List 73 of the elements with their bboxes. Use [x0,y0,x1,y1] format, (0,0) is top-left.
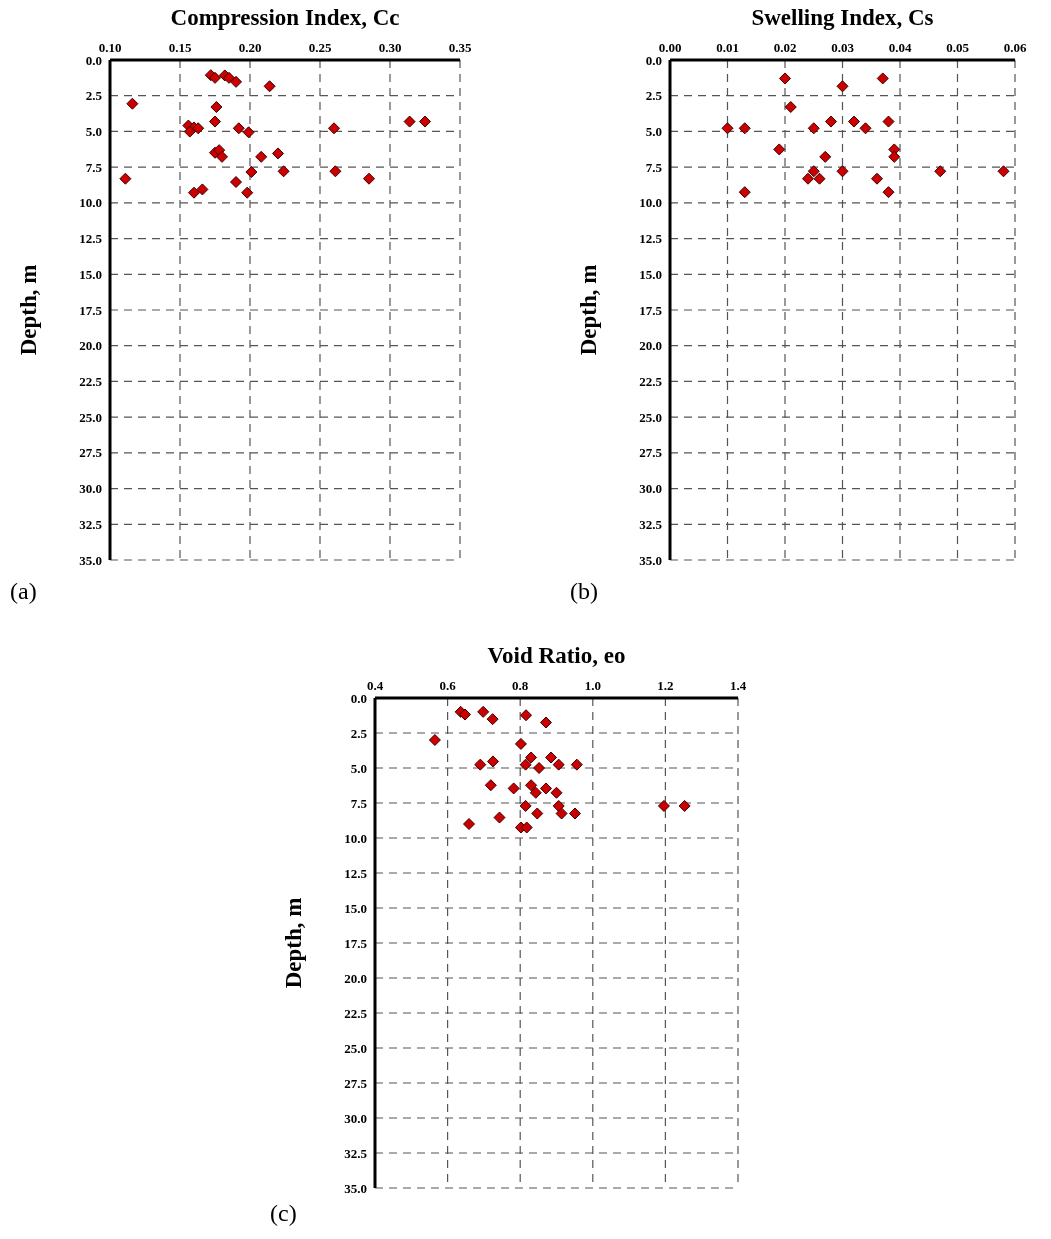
y-tick-label: 15.0 [639,266,662,282]
x-tick-label: 1.2 [657,678,674,693]
y-tick-label: 10.0 [639,195,662,211]
y-tick-label: 35.0 [344,1180,367,1196]
y-tick-label: 12.5 [344,865,368,881]
x-tick-label: 0.8 [512,678,529,693]
y-tick-label: 5.0 [645,124,662,140]
y-tick-label: 7.5 [350,795,368,811]
y-tick-label: 25.0 [344,1040,367,1056]
y-tick-label: 12.5 [79,231,103,247]
y-tick-label: 0.0 [85,52,102,68]
y-axis-title: Depth, m [576,264,602,356]
y-tick-label: 7.5 [645,159,663,175]
text: (a) [10,578,37,605]
y-tick-label: 22.5 [639,374,663,390]
text: (c) [270,1200,297,1227]
x-tick-label: 0.01 [716,40,739,55]
y-tick-label: 35.0 [639,552,662,568]
x-tick-label: 0.10 [98,40,122,55]
chart-title: Compression Index, Cc [169,5,401,31]
y-tick-label: 25.0 [79,409,102,425]
x-tick-label: 0.00 [658,40,682,55]
y-tick-label: 25.0 [639,409,662,425]
y-tick-label: 32.5 [79,516,103,532]
x-tick-label: 0.25 [308,40,332,55]
text: (b) [570,578,598,605]
y-tick-label: 10.0 [79,195,102,211]
y-tick-label: 30.0 [639,481,662,497]
x-tick-label: 0.04 [888,40,912,55]
chart-title: Void Ratio, eo [486,643,627,669]
y-tick-label: 32.5 [639,516,663,532]
y-tick-label: 17.5 [79,302,103,318]
y-tick-label: 0.0 [645,52,662,68]
x-tick-label: 0.35 [448,40,472,55]
y-tick-label: 35.0 [79,552,102,568]
y-tick-label: 17.5 [344,935,368,951]
y-tick-label: 27.5 [79,445,103,461]
y-tick-label: 22.5 [344,1005,368,1021]
y-tick-label: 0.0 [350,690,367,706]
chart-title: Swelling Index, Cs [750,5,935,31]
y-tick-label: 5.0 [350,760,367,776]
x-tick-label: 0.20 [238,40,262,55]
y-tick-label: 32.5 [344,1145,368,1161]
y-tick-label: 27.5 [639,445,663,461]
y-axis-title: Depth, m [16,264,42,356]
x-tick-label: 0.02 [773,40,797,55]
y-tick-label: 22.5 [79,374,103,390]
y-tick-label: 15.0 [79,266,102,282]
y-tick-label: 27.5 [344,1075,368,1091]
y-tick-label: 20.0 [639,338,662,354]
y-tick-label: 7.5 [85,159,103,175]
x-tick-label: 0.4 [366,678,384,693]
y-tick-label: 12.5 [639,231,663,247]
y-tick-label: 2.5 [350,725,368,741]
x-tick-label: 0.15 [168,40,192,55]
y-tick-label: 15.0 [344,900,367,916]
x-tick-label: 0.06 [1003,40,1027,55]
x-tick-label: 1.4 [729,678,747,693]
x-tick-label: 0.03 [831,40,855,55]
y-axis-title: Depth, m [281,897,307,989]
x-tick-label: 0.6 [439,678,457,693]
y-tick-label: 2.5 [645,88,663,104]
y-tick-label: 17.5 [639,302,663,318]
y-tick-label: 20.0 [79,338,102,354]
y-tick-label: 20.0 [344,970,367,986]
y-tick-label: 10.0 [344,830,367,846]
x-tick-label: 1.0 [584,678,601,693]
y-tick-label: 5.0 [85,124,102,140]
y-tick-label: 2.5 [85,88,103,104]
y-tick-label: 30.0 [344,1110,367,1126]
y-tick-label: 30.0 [79,481,102,497]
x-tick-label: 0.05 [946,40,970,55]
x-tick-label: 0.30 [378,40,402,55]
